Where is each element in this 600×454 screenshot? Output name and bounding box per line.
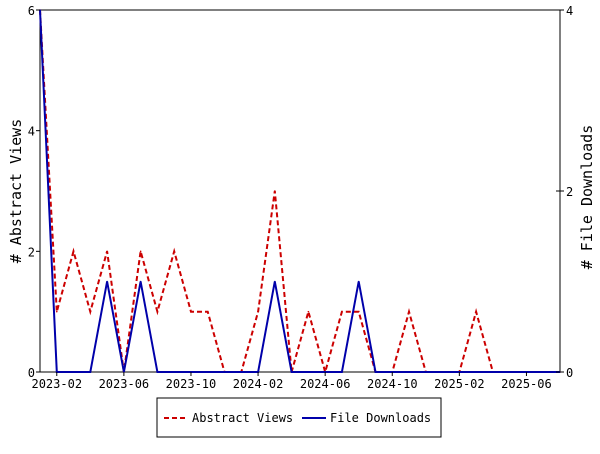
y2-tick-label: 4 xyxy=(566,4,573,18)
data-point-file-downloads xyxy=(223,371,226,373)
data-point-abstract-views xyxy=(257,310,259,313)
data-point-abstract-views xyxy=(190,310,192,313)
x-tick-label: 2023-06 xyxy=(99,377,150,391)
data-point-abstract-views xyxy=(156,310,159,313)
y-tick-label: 6 xyxy=(28,4,35,18)
data-point-abstract-views xyxy=(341,310,343,313)
data-point-file-downloads xyxy=(89,371,92,373)
data-point-file-downloads xyxy=(307,371,310,373)
data-point-abstract-views xyxy=(139,250,142,253)
x-tick-label: 2025-02 xyxy=(434,377,485,391)
legend-label-file-downloads: File Downloads xyxy=(330,411,431,425)
data-point-file-downloads xyxy=(240,371,243,373)
data-point-abstract-views xyxy=(408,310,410,313)
data-point-abstract-views xyxy=(106,250,108,253)
data-point-file-downloads xyxy=(475,371,477,373)
data-point-file-downloads xyxy=(357,280,360,283)
data-point-file-downloads xyxy=(72,371,75,373)
data-point-file-downloads xyxy=(106,280,108,283)
x-tick-label: 2024-10 xyxy=(367,377,418,391)
data-point-file-downloads xyxy=(542,371,545,373)
x-tick-label: 2025-06 xyxy=(501,377,552,391)
data-point-file-downloads xyxy=(492,371,494,373)
x-tick-label: 2023-02 xyxy=(31,377,82,391)
data-point-file-downloads xyxy=(290,371,293,373)
legend-box xyxy=(156,397,442,438)
legend-label-abstract-views: Abstract Views xyxy=(192,411,293,425)
data-point-file-downloads xyxy=(508,371,511,373)
y2-tick-label: 2 xyxy=(566,185,573,199)
data-point-abstract-views xyxy=(357,310,360,313)
data-point-file-downloads xyxy=(408,371,410,373)
data-point-abstract-views xyxy=(89,310,92,313)
y-tick-label: 2 xyxy=(28,245,35,259)
data-point-abstract-views xyxy=(206,310,209,313)
data-point-abstract-views xyxy=(55,310,58,313)
data-point-abstract-views xyxy=(475,310,477,313)
data-point-file-downloads xyxy=(341,371,343,373)
data-point-abstract-views xyxy=(274,190,276,192)
x-tick-label: 2024-02 xyxy=(233,377,284,391)
data-point-file-downloads xyxy=(206,371,209,373)
data-point-file-downloads xyxy=(374,371,377,373)
legend: Abstract Views File Downloads xyxy=(156,397,442,438)
data-point-file-downloads xyxy=(274,280,276,283)
axis-layer: 0 2 4 6 0 2 4 2023-02 2023-06 2023-10 2024-02 2024-… xyxy=(28,4,573,391)
data-point-file-downloads xyxy=(156,371,159,373)
y-axis-label: # Abstract Views xyxy=(7,119,25,264)
series-line-file-downloads xyxy=(39,9,560,373)
plot-area xyxy=(39,9,561,373)
data-point-abstract-views xyxy=(173,250,175,253)
data-point-abstract-views xyxy=(72,250,75,253)
data-point-file-downloads xyxy=(173,371,175,373)
x-tick-label: 2023-10 xyxy=(166,377,217,391)
y-tick-label: 0 xyxy=(28,366,35,380)
y-tick-label: 4 xyxy=(28,125,35,139)
data-point-file-downloads xyxy=(425,371,427,373)
data-point-file-downloads xyxy=(139,280,142,283)
y2-tick-label: 0 xyxy=(566,366,573,380)
data-point-abstract-views xyxy=(307,310,310,313)
x-tick-label: 2024-06 xyxy=(300,377,351,391)
y2-axis-label: # File Downloads xyxy=(578,125,596,270)
data-point-file-downloads xyxy=(441,371,444,373)
